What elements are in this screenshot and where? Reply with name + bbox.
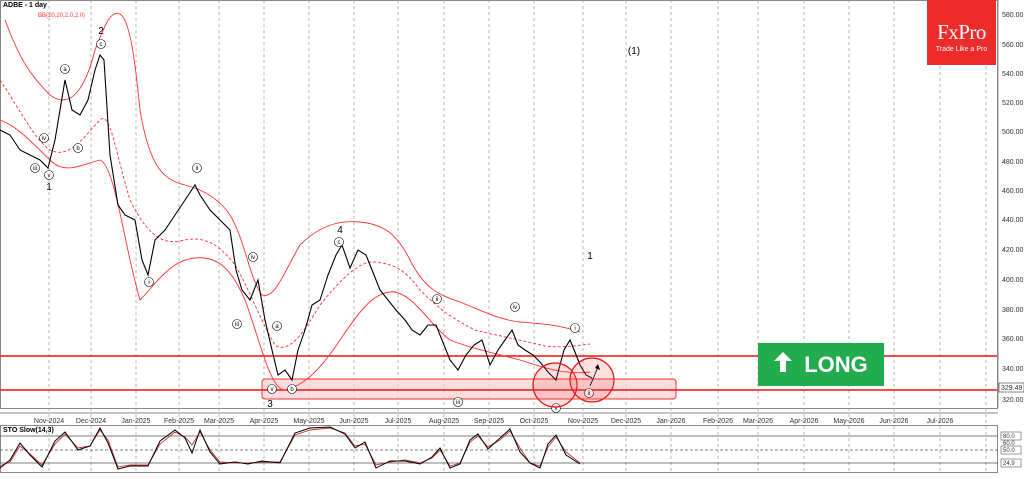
projection-arrow xyxy=(589,366,599,387)
main-panel xyxy=(0,0,998,409)
svg-text:iv: iv xyxy=(42,136,46,142)
stochastic-panel: 80.0 60.0 50.0 24.9 xyxy=(0,425,1022,473)
svg-text:c: c xyxy=(100,42,103,48)
svg-text:iv: iv xyxy=(513,305,517,311)
svg-text:Nov-2024: Nov-2024 xyxy=(34,418,64,425)
arrow-head-icon xyxy=(595,364,600,370)
svg-text:a: a xyxy=(63,67,67,73)
svg-text:Mar-2026: Mar-2026 xyxy=(743,418,773,425)
svg-text:ii: ii xyxy=(588,391,591,397)
svg-text:Dec-2025: Dec-2025 xyxy=(611,418,641,425)
svg-text:460.00: 460.00 xyxy=(1002,188,1024,195)
svg-text:Dec-2024: Dec-2024 xyxy=(76,418,106,425)
fxpro-logo: FxPro Trade Like a Pro xyxy=(927,0,996,65)
brand-name: FxPro xyxy=(937,20,986,44)
price-line xyxy=(0,53,593,382)
target-circle-right xyxy=(569,357,615,403)
svg-text:May-2025: May-2025 xyxy=(293,418,324,425)
svg-text:v: v xyxy=(555,406,558,412)
svg-text:ii: ii xyxy=(196,166,199,172)
svg-text:b: b xyxy=(290,387,294,393)
svg-text:360.00: 360.00 xyxy=(1002,336,1024,343)
arrow-up-icon xyxy=(774,351,793,378)
svg-text:i: i xyxy=(148,280,149,286)
svg-text:Jul-2025: Jul-2025 xyxy=(385,418,412,425)
svg-text:iii: iii xyxy=(33,166,37,172)
svg-text:80.0: 80.0 xyxy=(1003,434,1015,440)
svg-text:iii: iii xyxy=(456,400,460,406)
svg-text:Jan-2025: Jan-2025 xyxy=(121,418,150,425)
wave-label-1: 1 xyxy=(46,182,52,193)
svg-text:540.00: 540.00 xyxy=(1002,71,1024,78)
svg-text:Sep-2025: Sep-2025 xyxy=(474,418,504,425)
svg-text:Aug-2025: Aug-2025 xyxy=(429,418,459,425)
subwave-markers xyxy=(30,39,594,413)
svg-text:24.9: 24.9 xyxy=(1003,461,1015,467)
bollinger-label: BB(20,20,2.0,2.0) xyxy=(38,13,86,19)
svg-text:580.00: 580.00 xyxy=(1002,12,1024,19)
svg-text:340.00: 340.00 xyxy=(1002,366,1024,373)
svg-text:50.0: 50.0 xyxy=(1003,448,1015,454)
svg-text:Jun-2026: Jun-2026 xyxy=(879,418,908,425)
wave-labels: 1 2 3 4 1 (1) xyxy=(46,26,640,410)
brand-tagline: Trade Like a Pro xyxy=(935,46,988,53)
svg-text:c: c xyxy=(338,240,341,246)
svg-text:320.00: 320.00 xyxy=(1002,397,1024,404)
svg-text:May-2026: May-2026 xyxy=(833,418,864,425)
svg-text:Nov-2025: Nov-2025 xyxy=(568,418,598,425)
svg-text:i: i xyxy=(574,326,575,332)
svg-text:Jun-2025: Jun-2025 xyxy=(339,418,368,425)
svg-text:Jan-2026: Jan-2026 xyxy=(656,418,685,425)
svg-text:380.00: 380.00 xyxy=(1002,307,1024,314)
wave-label-2: 2 xyxy=(98,26,104,37)
svg-text:500.00: 500.00 xyxy=(1002,129,1024,136)
wave-label-3: 3 xyxy=(267,399,273,410)
time-axis: Nov-2024 Dec-2024 Jan-2025 Feb-2025 Mar-… xyxy=(0,412,998,425)
svg-text:Mar-2025: Mar-2025 xyxy=(204,418,234,425)
svg-text:420.00: 420.00 xyxy=(1002,247,1024,254)
svg-text:ii: ii xyxy=(436,297,439,303)
oscillator-label: STO Slow(14,3) xyxy=(3,427,54,434)
price-axis: 580.00 560.00 540.00 520.00 500.00 480.0… xyxy=(997,0,1024,408)
svg-text:iii: iii xyxy=(235,322,239,328)
svg-text:Apr-2026: Apr-2026 xyxy=(790,418,819,425)
chart-title: ADBE - 1 day xyxy=(3,2,47,9)
svg-text:560.00: 560.00 xyxy=(1002,42,1024,49)
current-price-label: 329.49 xyxy=(1001,385,1023,392)
svg-text:v: v xyxy=(271,387,274,393)
svg-text:520.00: 520.00 xyxy=(1002,100,1024,107)
svg-text:v: v xyxy=(48,173,51,179)
svg-text:a: a xyxy=(275,324,279,330)
svg-text:b: b xyxy=(76,146,80,152)
svg-text:Jul-2026: Jul-2026 xyxy=(927,418,954,425)
svg-text:400.00: 400.00 xyxy=(1002,277,1024,284)
svg-text:iv: iv xyxy=(251,255,255,261)
svg-text:Feb-2025: Feb-2025 xyxy=(164,418,194,425)
svg-text:440.00: 440.00 xyxy=(1002,217,1024,224)
target-circle-left xyxy=(532,362,578,408)
svg-text:Oct-2025: Oct-2025 xyxy=(520,418,549,425)
signal-label: LONG xyxy=(804,351,868,377)
bollinger-bands xyxy=(0,12,591,391)
vertical-gridlines xyxy=(48,0,987,474)
svg-text:Feb-2026: Feb-2026 xyxy=(703,418,733,425)
wave-label-4: 4 xyxy=(337,225,343,236)
svg-text:480.00: 480.00 xyxy=(1002,159,1024,166)
support-zone xyxy=(261,378,677,400)
long-signal-badge: LONG xyxy=(758,343,884,386)
wave-label-1-paren: (1) xyxy=(628,46,640,57)
svg-text:Apr-2025: Apr-2025 xyxy=(250,418,279,425)
wave-label-1b: 1 xyxy=(587,251,593,262)
svg-text:60.0: 60.0 xyxy=(1003,441,1015,447)
